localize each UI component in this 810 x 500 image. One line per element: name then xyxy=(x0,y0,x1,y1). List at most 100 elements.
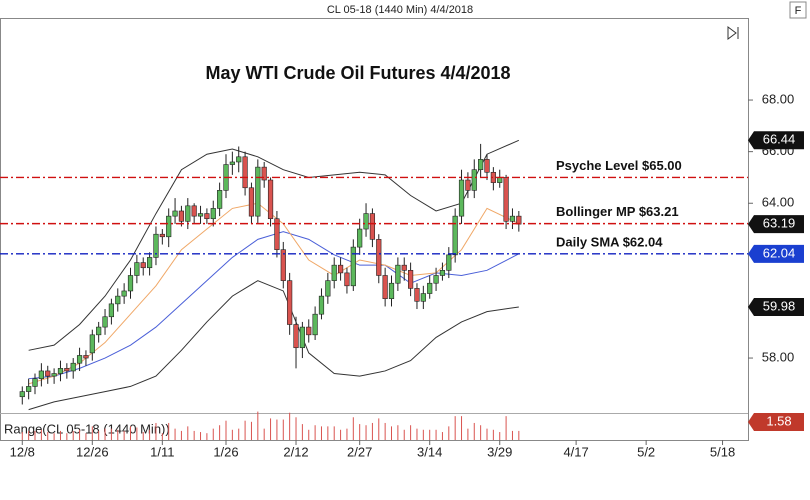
candle-body xyxy=(140,262,146,269)
candle-body xyxy=(350,246,356,287)
candle-body xyxy=(363,213,369,230)
candle-body xyxy=(465,179,471,191)
candle-body xyxy=(197,213,204,217)
chart-title: May WTI Crude Oil Futures 4/4/2018 xyxy=(205,63,510,83)
x-tick-label: 5/18 xyxy=(710,444,735,459)
candle-body xyxy=(255,166,261,217)
price-badge xyxy=(748,297,804,316)
candle-body xyxy=(210,208,216,220)
level-label: Bollinger MP $63.21 xyxy=(556,204,679,219)
candle-body xyxy=(261,166,267,181)
candle-body xyxy=(497,177,503,183)
candle-body xyxy=(293,324,299,349)
candle-body xyxy=(70,362,76,372)
candle-body xyxy=(32,378,38,387)
price-badge-label: 1.58 xyxy=(766,413,791,428)
level-label: Psyche Level $65.00 xyxy=(556,158,682,173)
candle-body xyxy=(121,290,127,297)
candle-body xyxy=(172,210,178,217)
x-tick-label: 12/8 xyxy=(10,444,35,459)
candle-body xyxy=(337,264,344,274)
candle-body xyxy=(484,159,490,173)
candle-body xyxy=(134,262,140,276)
candle-body xyxy=(325,280,331,297)
range-label: Range(CL 05-18 (1440 Min)) xyxy=(4,421,170,436)
candle-body xyxy=(401,264,407,271)
candle-body xyxy=(452,215,458,256)
candle-body xyxy=(51,373,57,377)
x-tick-label: 3/14 xyxy=(417,444,442,459)
candle-body xyxy=(369,213,376,240)
candle-body xyxy=(376,239,382,276)
candle-body xyxy=(57,368,64,374)
candle-body xyxy=(312,313,318,336)
candle-body xyxy=(395,264,401,284)
candle-body xyxy=(287,280,293,325)
price-badge xyxy=(748,244,804,263)
candle-body xyxy=(382,275,388,300)
candle-body xyxy=(236,156,242,163)
x-tick-label: 4/17 xyxy=(563,444,588,459)
price-badge xyxy=(748,413,804,432)
header: CL 05-18 (1440 Min) 4/4/2018 xyxy=(327,4,473,16)
candle-body xyxy=(318,295,325,315)
candle-body xyxy=(433,275,439,284)
x-tick-label: 2/27 xyxy=(347,444,372,459)
candle-body xyxy=(274,218,280,250)
f-button[interactable] xyxy=(789,1,807,19)
price-badge-label: 66.44 xyxy=(763,132,796,147)
candle-body xyxy=(344,272,350,287)
candle-body xyxy=(45,370,51,377)
x-tick-label: 1/11 xyxy=(150,444,174,459)
candle-body xyxy=(267,179,274,220)
y-tick-label: 68.00 xyxy=(762,91,795,106)
candle-body xyxy=(509,215,516,222)
candle-body xyxy=(357,228,363,248)
candle-body xyxy=(166,215,172,238)
price-badge-label: 59.98 xyxy=(763,298,796,313)
candle-body xyxy=(306,326,312,336)
candle-body xyxy=(427,282,433,294)
candle-body xyxy=(89,334,95,354)
candle-body xyxy=(248,187,255,217)
candle-body xyxy=(204,213,210,220)
x-tick-label: 3/29 xyxy=(487,444,512,459)
candle-body xyxy=(127,275,134,292)
candle-body xyxy=(217,190,223,209)
level-label: Daily SMA $62.04 xyxy=(556,234,663,249)
candle-body xyxy=(280,249,286,281)
candle-body xyxy=(229,161,235,165)
x-tick-label: 1/26 xyxy=(213,444,238,459)
indicator-line xyxy=(28,231,520,380)
y-tick-label: 58.00 xyxy=(762,349,795,364)
candle-body xyxy=(503,177,509,222)
candle-body xyxy=(439,270,446,276)
x-tick-label: 5/2 xyxy=(637,444,655,459)
candle-body xyxy=(96,326,102,336)
f-button-label[interactable]: F xyxy=(795,5,802,17)
candle-body xyxy=(478,159,484,171)
candle-body xyxy=(102,316,108,328)
plot-frame xyxy=(0,18,749,441)
candle-body xyxy=(420,293,426,302)
candle-body xyxy=(185,205,191,222)
candle-body xyxy=(471,169,477,191)
indicator-line xyxy=(28,280,519,411)
candle-body xyxy=(191,205,197,217)
candle-body xyxy=(83,355,89,359)
candle-body xyxy=(458,179,465,217)
candle-body xyxy=(153,233,159,258)
candle-body xyxy=(108,303,115,318)
candle-body xyxy=(38,370,44,379)
indicator-line xyxy=(28,139,520,351)
candle-body xyxy=(159,233,165,238)
x-tick-label: 2/12 xyxy=(283,444,308,459)
candle-body xyxy=(408,270,414,289)
candle-body xyxy=(388,282,395,300)
candle-body xyxy=(446,254,452,271)
price-badge xyxy=(748,131,804,150)
price-badge-label: 62.04 xyxy=(763,245,796,260)
scroll-end-icon[interactable] xyxy=(727,26,739,40)
